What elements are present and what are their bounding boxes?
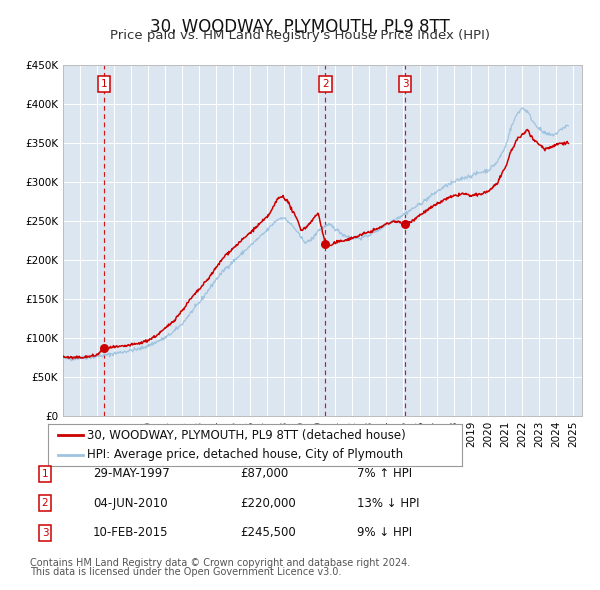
- Text: HPI: Average price, detached house, City of Plymouth: HPI: Average price, detached house, City…: [88, 448, 403, 461]
- Text: £220,000: £220,000: [240, 497, 296, 510]
- Text: This data is licensed under the Open Government Licence v3.0.: This data is licensed under the Open Gov…: [30, 567, 341, 577]
- Text: 3: 3: [41, 528, 49, 537]
- Text: 13% ↓ HPI: 13% ↓ HPI: [357, 497, 419, 510]
- Text: 9% ↓ HPI: 9% ↓ HPI: [357, 526, 412, 539]
- Text: 1: 1: [101, 79, 107, 89]
- Text: 30, WOODWAY, PLYMOUTH, PL9 8TT: 30, WOODWAY, PLYMOUTH, PL9 8TT: [150, 18, 450, 36]
- Text: 1: 1: [41, 469, 49, 478]
- Text: 29-MAY-1997: 29-MAY-1997: [93, 467, 170, 480]
- Text: £245,500: £245,500: [240, 526, 296, 539]
- Text: Price paid vs. HM Land Registry's House Price Index (HPI): Price paid vs. HM Land Registry's House …: [110, 30, 490, 42]
- Text: 2: 2: [41, 499, 49, 508]
- Text: 10-FEB-2015: 10-FEB-2015: [93, 526, 169, 539]
- Text: 30, WOODWAY, PLYMOUTH, PL9 8TT (detached house): 30, WOODWAY, PLYMOUTH, PL9 8TT (detached…: [88, 428, 406, 441]
- Text: 3: 3: [402, 79, 409, 89]
- Text: 7% ↑ HPI: 7% ↑ HPI: [357, 467, 412, 480]
- Text: 04-JUN-2010: 04-JUN-2010: [93, 497, 167, 510]
- Text: 2: 2: [322, 79, 329, 89]
- Text: Contains HM Land Registry data © Crown copyright and database right 2024.: Contains HM Land Registry data © Crown c…: [30, 558, 410, 568]
- Text: £87,000: £87,000: [240, 467, 288, 480]
